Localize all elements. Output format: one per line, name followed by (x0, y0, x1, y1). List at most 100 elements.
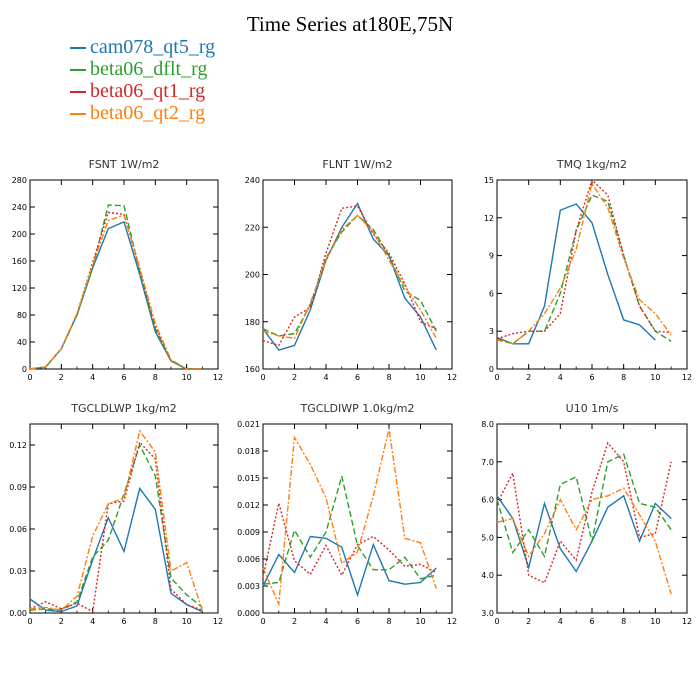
y-tick-label: 200 (12, 230, 27, 239)
chart-title: TGCLDIWP 1.0kg/m2 (299, 402, 414, 415)
y-tick-label: 0.012 (237, 501, 260, 510)
legend-label: beta06_qt2_rg (90, 102, 206, 124)
chart-title: TMQ 1kg/m2 (556, 158, 627, 171)
x-tick-label: 12 (682, 617, 692, 626)
series-line-cam078-qt5-rg (262, 535, 437, 598)
plot-frame (496, 179, 688, 370)
series-line-beta06-qt1-rg (496, 178, 672, 340)
x-tick-label: 2 (526, 373, 531, 382)
x-tick-label: 6 (355, 373, 360, 382)
x-tick-label: 2 (59, 373, 64, 382)
x-tick-label: 6 (121, 617, 126, 626)
series-line-beta06-dflt-rg (262, 214, 437, 337)
page-title: Time Series at180E,75N (246, 12, 454, 36)
series-line-beta06-dflt-rg (29, 204, 203, 370)
x-tick-label: 4 (90, 617, 95, 626)
x-tick-label: 4 (323, 617, 328, 626)
y-tick-label: 3 (489, 327, 494, 336)
x-tick-label: 4 (558, 373, 563, 382)
y-tick-label: 240 (245, 176, 260, 185)
legend-swatch (70, 47, 86, 49)
legend: cam078_qt5_rg beta06_dflt_rg beta06_qt1_… (70, 36, 330, 125)
x-tick-label: 0 (494, 617, 499, 626)
x-tick-label: 6 (589, 617, 594, 626)
y-tick-label: 280 (12, 176, 27, 185)
x-tick-label: 12 (447, 373, 457, 382)
series-line-beta06-qt2-rg (29, 214, 203, 370)
series-line-beta06-dflt-rg (29, 443, 203, 611)
chart-panel-1: FLNT 1W/m2 0 2 4 6 8 10 12 160 180 200 220 240 (245, 158, 457, 382)
x-tick-label: 8 (621, 373, 626, 382)
chart-panel-2: TMQ 1kg/m2 0 2 4 6 8 10 12 0 3 6 9 12 15 (484, 158, 692, 382)
y-tick-label: 160 (245, 365, 260, 374)
legend-entry-beta06-dflt-rg: beta06_dflt_rg (70, 58, 330, 81)
x-tick-label: 0 (260, 373, 265, 382)
series-line-cam078-qt5-rg (262, 202, 437, 351)
x-tick-label: 2 (292, 617, 297, 626)
y-tick-label: 0.00 (9, 609, 27, 618)
legend-swatch (70, 91, 86, 93)
y-tick-label: 0.015 (237, 474, 260, 483)
chart-panel-5: U10 1m/s 0 2 4 6 8 10 12 3.0 4.0 5.0 6.0 7.0 8.0 (481, 402, 692, 626)
series-line-beta06-qt1-rg (29, 211, 203, 370)
x-tick-label: 4 (90, 373, 95, 382)
y-tick-label: 220 (245, 223, 260, 232)
y-tick-label: 15 (484, 176, 494, 185)
series-line-beta06-qt2-rg (262, 428, 437, 607)
x-tick-label: 6 (121, 373, 126, 382)
y-tick-label: 0.06 (9, 525, 27, 534)
plot-frame (262, 423, 453, 614)
x-tick-label: 2 (59, 617, 64, 626)
x-tick-label: 12 (447, 617, 457, 626)
series-line-beta06-qt1-rg (496, 441, 672, 584)
series-line-beta06-qt2-rg (496, 182, 672, 345)
series-line-beta06-dflt-rg (496, 453, 672, 559)
x-tick-label: 8 (621, 617, 626, 626)
x-tick-label: 8 (386, 617, 391, 626)
x-tick-label: 2 (526, 617, 531, 626)
series-line-beta06-qt1-rg (262, 205, 437, 347)
x-tick-label: 0 (494, 373, 499, 382)
x-tick-label: 0 (27, 373, 32, 382)
legend-swatch (70, 69, 86, 71)
series-line-beta06-dflt-rg (496, 194, 672, 345)
legend-entry-beta06-qt2-rg: beta06_qt2_rg (70, 102, 330, 125)
series-line-cam078-qt5-rg (29, 220, 203, 370)
y-tick-label: 0.006 (237, 555, 260, 564)
plot-frame (496, 423, 688, 614)
y-tick-label: 9 (489, 252, 494, 261)
y-tick-label: 0 (489, 365, 494, 374)
y-tick-label: 3.0 (481, 609, 494, 618)
y-tick-label: 0.12 (9, 441, 27, 450)
y-tick-label: 0.03 (9, 567, 27, 576)
x-tick-label: 12 (213, 617, 223, 626)
y-tick-label: 6 (489, 289, 494, 298)
x-tick-label: 10 (650, 373, 660, 382)
legend-label: cam078_qt5_rg (90, 36, 216, 58)
x-tick-label: 8 (153, 617, 158, 626)
series-line-beta06-qt2-rg (262, 214, 437, 340)
y-tick-label: 7.0 (481, 458, 494, 467)
chart-panel-4: TGCLDIWP 1.0kg/m2 0 2 4 6 8 10 12 0.000 0.003 0.00… (237, 402, 457, 626)
chart-panel-3: TGCLDLWP 1kg/m2 0 2 4 6 8 10 12 0.00 0.03 0.06 0.09… (9, 402, 223, 626)
plot-frame (262, 179, 453, 370)
y-tick-label: 80 (17, 311, 27, 320)
x-tick-label: 4 (323, 373, 328, 382)
series-line-cam078-qt5-rg (496, 203, 656, 345)
x-tick-label: 8 (386, 373, 391, 382)
y-tick-label: 0 (22, 365, 27, 374)
series-line-beta06-qt1-rg (29, 440, 203, 613)
x-tick-label: 10 (650, 617, 660, 626)
y-tick-label: 200 (245, 271, 260, 280)
y-tick-label: 5.0 (481, 533, 494, 542)
y-tick-label: 0.000 (237, 609, 260, 618)
y-tick-label: 240 (12, 203, 27, 212)
y-tick-label: 160 (12, 257, 27, 266)
chart-title: FLNT 1W/m2 (322, 158, 392, 171)
chart-title: TGCLDLWP 1kg/m2 (70, 402, 176, 415)
x-tick-label: 6 (355, 617, 360, 626)
x-tick-label: 12 (213, 373, 223, 382)
series-line-beta06-dflt-rg (262, 476, 437, 585)
